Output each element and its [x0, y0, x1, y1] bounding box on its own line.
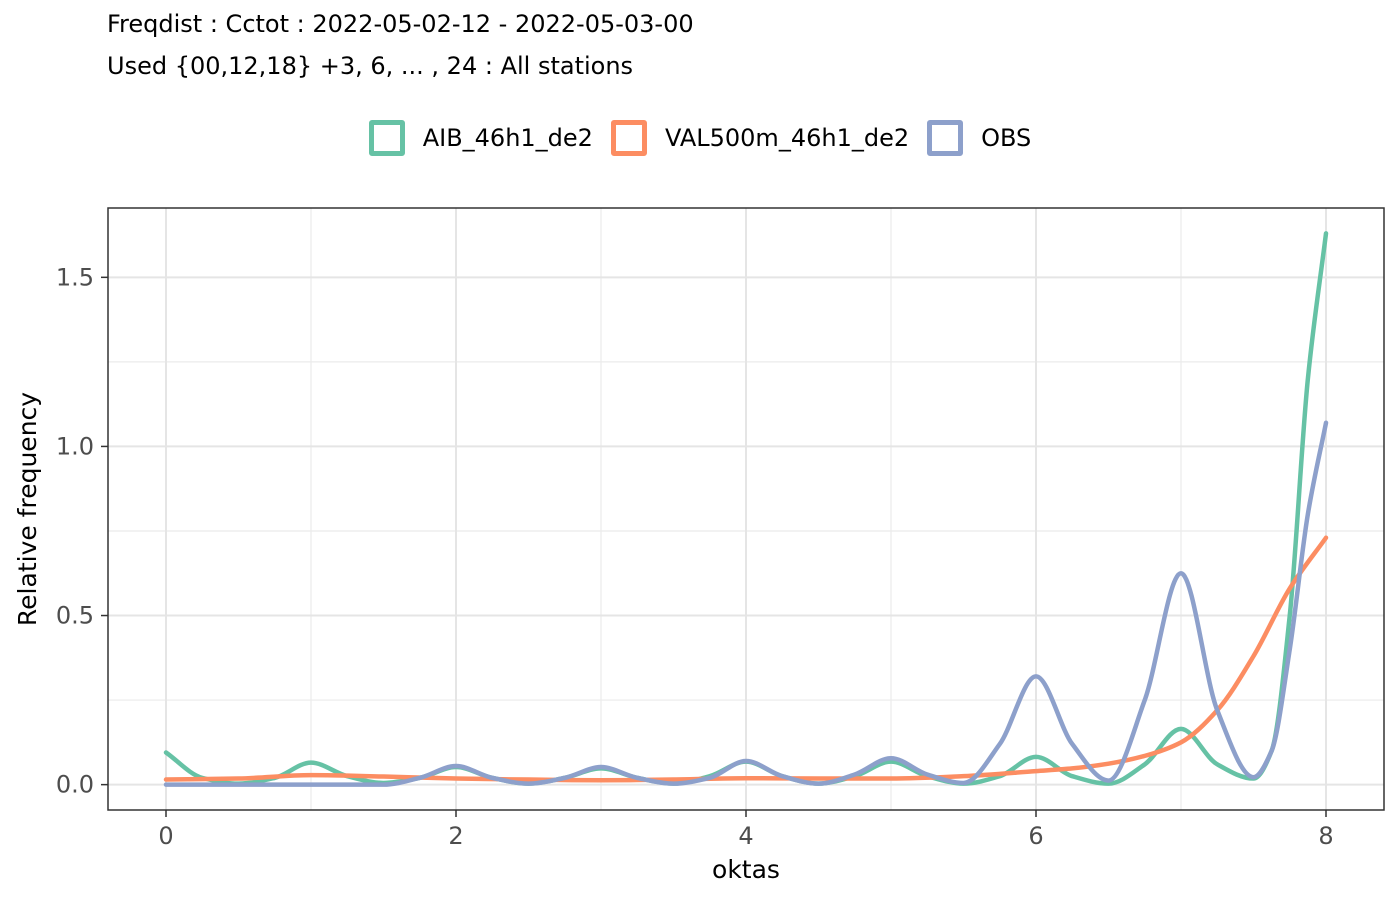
grid-major	[108, 208, 1384, 810]
x-tick-label: 0	[158, 822, 173, 850]
x-tick-label: 2	[448, 822, 463, 850]
x-tick-label: 6	[1028, 822, 1043, 850]
x-tick-label: 4	[738, 822, 753, 850]
y-tick-label: 0.5	[56, 602, 94, 630]
y-axis-title: Relative frequency	[13, 392, 42, 626]
x-axis: 0 2 4 6 8	[158, 810, 1334, 850]
legend-item: OBS	[927, 120, 1031, 156]
legend-key	[927, 120, 964, 156]
legend-item: AIB_46h1_de2	[368, 120, 593, 156]
series-line-2	[163, 420, 1329, 787]
y-tick-label: 1.5	[56, 263, 94, 291]
legend-label: AIB_46h1_de2	[422, 124, 593, 152]
chart-title: Freqdist : Cctot : 2022-05-02-12 - 2022-…	[107, 10, 694, 38]
chart-subtitle: Used {00,12,18} +3, 6, ... , 24 : All st…	[107, 52, 634, 80]
legend-key	[368, 120, 405, 156]
y-tick-label: 1.0	[56, 432, 94, 460]
x-axis-title: oktas	[712, 855, 780, 884]
y-tick-label: 0.0	[56, 771, 94, 799]
legend-label: VAL500m_46h1_de2	[664, 124, 910, 152]
legend-item: VAL500m_46h1_de2	[610, 120, 910, 156]
y-axis: 0.0 0.5 1.0 1.5	[56, 263, 108, 799]
series-line-1	[163, 535, 1329, 783]
legend-label: OBS	[981, 124, 1032, 152]
series-layer	[163, 231, 1329, 787]
legend-key	[610, 120, 647, 156]
legend: AIB_46h1_de2 VAL500m_46h1_de2 OBS	[0, 112, 1400, 164]
x-tick-label: 8	[1318, 822, 1333, 850]
